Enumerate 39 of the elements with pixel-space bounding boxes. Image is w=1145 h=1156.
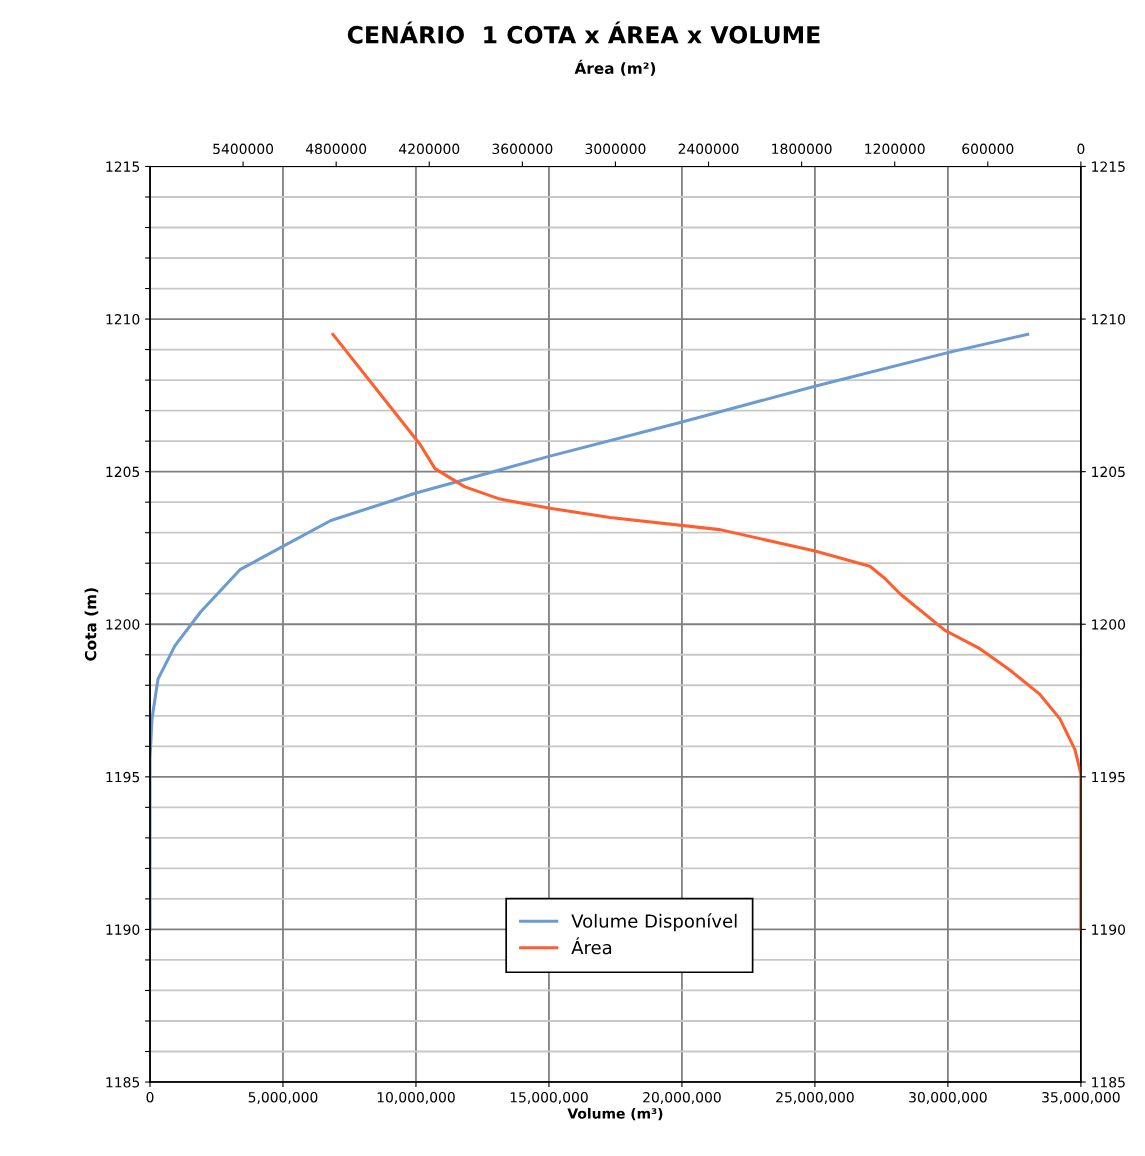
y-tick-label: 1195: [106, 771, 140, 783]
legend-label: Volume Disponível: [571, 913, 737, 932]
x2-tick-label: 4800000: [305, 143, 367, 155]
y2-tick-label: 1215: [1092, 161, 1125, 172]
x-tick-label: 30,000,000: [909, 1091, 987, 1104]
y2-tick-label: 1185: [1092, 1076, 1125, 1088]
y-tick-label: 1205: [106, 466, 140, 478]
y-axis-title: Cota (m): [84, 588, 99, 661]
x2-tick-label: 4200000: [399, 143, 460, 155]
y2-tick-label: 1210: [1092, 314, 1126, 325]
x-tick-label: 10,000,000: [377, 1091, 455, 1104]
y-tick-label: 1190: [106, 924, 140, 935]
x-tick-label: 35,000,000: [1042, 1091, 1120, 1104]
y2-tick-label: 1195: [1092, 771, 1125, 783]
x2-tick-label: 1200000: [865, 143, 925, 155]
x2-tick-label: 600000: [962, 143, 1014, 155]
x-tick-label: 20,000,000: [643, 1091, 721, 1104]
x-tick-label: 15,000,000: [510, 1091, 588, 1104]
legend-label: Área: [571, 937, 612, 955]
x-axis-title: Volume (m³): [567, 1107, 663, 1121]
y2-tick-label: 1200: [1092, 619, 1126, 630]
y-tick-label: 1200: [106, 619, 140, 630]
y2-tick-label: 1205: [1092, 466, 1125, 478]
y-tick-label: 1215: [106, 161, 140, 172]
x-tick-label: 25,000,000: [776, 1091, 854, 1104]
x2-axis-title: Área (m²): [574, 59, 656, 76]
x2-tick-label: 0: [1077, 143, 1085, 155]
line-series: [149, 332, 1030, 931]
x-tick-label: 5,000,000: [248, 1091, 318, 1104]
x2-tick-label: 3000000: [585, 143, 646, 155]
y-tick-label: 1210: [106, 314, 140, 325]
x2-tick-label: 1800000: [772, 143, 832, 155]
chart-title: CENÁRIO 1 COTA x ÁREA x VOLUME: [347, 21, 820, 44]
x2-tick-label: 3600000: [492, 143, 553, 155]
x-tick-label: 0: [146, 1091, 154, 1103]
x2-tick-label: 2400000: [678, 143, 739, 155]
x2-tick-label: 5400000: [213, 143, 274, 155]
y-tick-label: 1185: [106, 1076, 140, 1088]
y2-tick-label: 1190: [1092, 924, 1126, 935]
